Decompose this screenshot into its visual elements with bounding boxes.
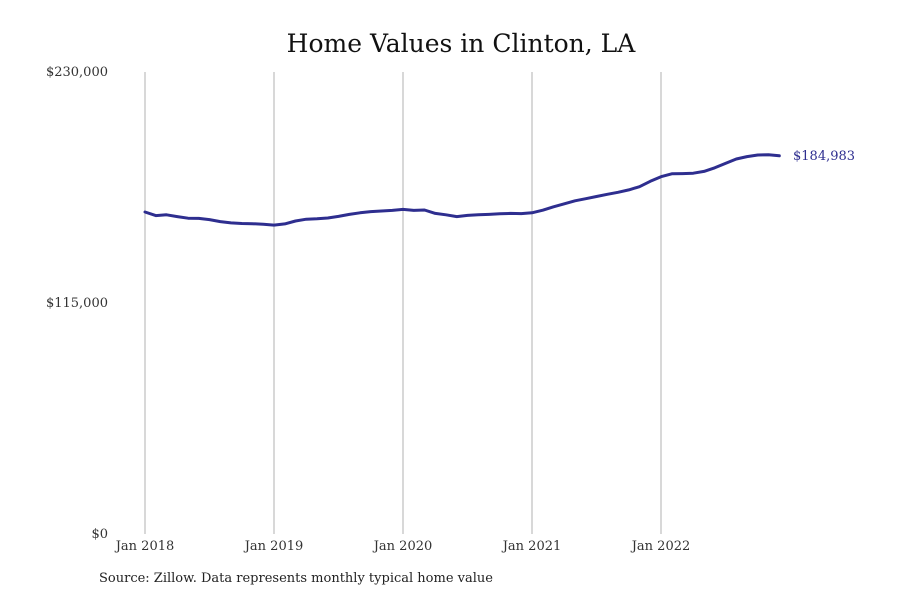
chart-title: Home Values in Clinton, LA	[287, 29, 637, 58]
x-axis-ticks: Jan 2018 Jan 2019 Jan 2020 Jan 2021 Jan 2022	[114, 539, 691, 554]
y-tick-label: $230,000	[46, 65, 108, 80]
x-tick-label: Jan 2021	[501, 539, 562, 554]
y-tick-label: $115,000	[46, 296, 108, 311]
x-tick-label: Jan 2020	[372, 539, 433, 554]
y-tick-label: $0	[91, 527, 108, 542]
series-line	[143, 153, 781, 227]
x-tick-label: Jan 2022	[630, 539, 691, 554]
y-axis-ticks: $0 $115,000 $230,000	[46, 65, 108, 542]
end-value-label: $184,983	[793, 149, 855, 164]
x-tick-label: Jan 2018	[114, 539, 175, 554]
series-lines	[143, 153, 781, 227]
x-tick-label: Jan 2019	[243, 539, 304, 554]
source-note: Source: Zillow. Data represents monthly …	[99, 571, 493, 586]
x-gridlines	[144, 72, 662, 534]
